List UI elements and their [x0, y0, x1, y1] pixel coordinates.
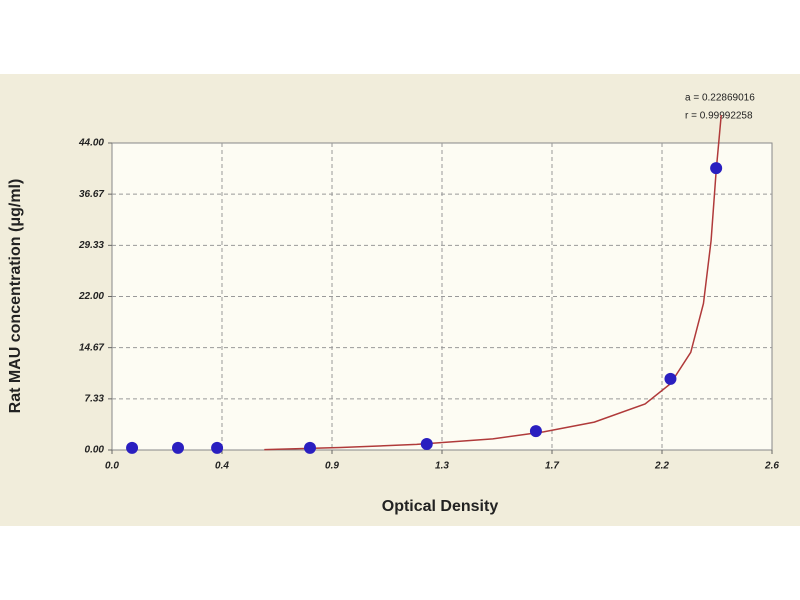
y-tick-label: 0.00 [85, 445, 105, 456]
y-tick-label: 14.67 [79, 342, 104, 353]
y-tick-label: 44.00 [78, 138, 104, 149]
data-point [126, 441, 139, 454]
data-point [211, 441, 224, 454]
data-point [529, 425, 542, 438]
x-tick-label: 2.6 [764, 461, 779, 472]
fit-curve [264, 115, 722, 451]
y-tick-label: 29.33 [78, 240, 104, 251]
data-point [172, 441, 184, 454]
x-tick-label: 0.0 [105, 461, 119, 472]
x-tick-label: 2.2 [654, 461, 669, 472]
x-axis-title: Optical Density [382, 498, 499, 515]
y-axis-title: Rat MAU concentration (μg/ml) [7, 179, 24, 414]
x-tick-label: 1.7 [545, 461, 559, 472]
data-point [304, 441, 316, 454]
data-point [420, 437, 433, 450]
x-tick-label: 0.9 [325, 461, 339, 472]
x-tick-label: 0.4 [215, 461, 229, 472]
y-tick-label: 7.33 [85, 393, 105, 404]
data-point [664, 372, 677, 385]
annotation: a = 0.22869016 [685, 93, 755, 104]
data-point [710, 162, 723, 175]
y-tick-label: 22.00 [78, 291, 104, 302]
x-tick-label: 1.3 [435, 461, 449, 472]
annotation: r = 0.99992258 [685, 111, 753, 122]
y-tick-label: 36.67 [79, 189, 104, 200]
